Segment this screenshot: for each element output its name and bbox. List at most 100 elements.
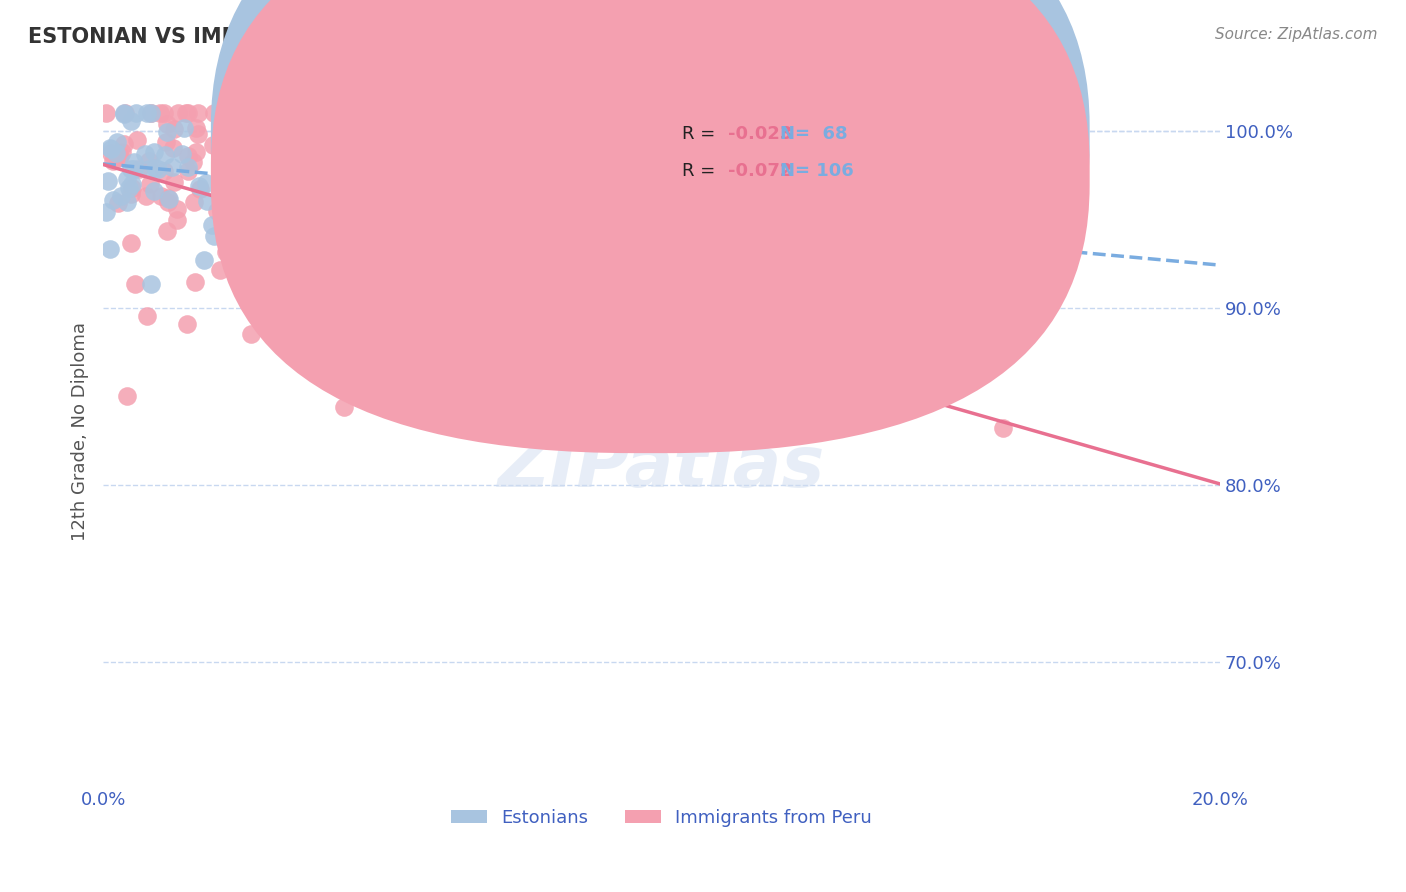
Point xyxy=(97,174,120,188)
Point xyxy=(121,181,143,195)
Point xyxy=(243,159,266,173)
Point xyxy=(94,205,117,219)
Point xyxy=(291,194,314,209)
Point xyxy=(429,284,451,298)
Point xyxy=(373,139,395,153)
Y-axis label: 12th Grade, No Diploma: 12th Grade, No Diploma xyxy=(72,323,89,541)
Point xyxy=(193,253,215,268)
Point xyxy=(186,106,208,120)
Point xyxy=(290,277,312,291)
Point xyxy=(157,192,180,206)
Point xyxy=(276,212,298,227)
Point xyxy=(162,122,184,136)
Point xyxy=(108,150,131,164)
Point xyxy=(526,249,548,263)
Point xyxy=(508,217,530,231)
Point xyxy=(108,149,131,163)
Point xyxy=(120,161,142,176)
Point xyxy=(187,179,209,194)
Point xyxy=(219,127,242,141)
Point xyxy=(153,106,176,120)
Point xyxy=(385,209,408,223)
Point xyxy=(991,421,1014,435)
Text: -0.072: -0.072 xyxy=(728,162,793,180)
Point xyxy=(142,145,165,159)
Point xyxy=(215,245,238,260)
Point xyxy=(256,252,278,266)
Point xyxy=(222,106,245,120)
Point xyxy=(157,195,180,210)
Point xyxy=(211,166,233,180)
Point xyxy=(257,151,280,165)
Point xyxy=(280,193,302,207)
Point xyxy=(177,149,200,163)
Point xyxy=(112,136,135,151)
Point xyxy=(276,128,298,142)
Point xyxy=(250,177,273,191)
Point xyxy=(454,202,477,216)
Point xyxy=(205,203,228,218)
Point xyxy=(401,198,423,212)
Point xyxy=(217,178,239,192)
Point xyxy=(447,181,470,195)
Point xyxy=(111,145,134,160)
Point xyxy=(187,127,209,141)
Point xyxy=(141,106,163,120)
Point xyxy=(124,277,146,291)
Point xyxy=(162,175,184,189)
Point xyxy=(219,219,242,233)
Point xyxy=(121,178,143,192)
Point xyxy=(101,193,124,207)
Point xyxy=(136,106,159,120)
Point xyxy=(219,106,242,120)
Point xyxy=(467,294,489,309)
Point xyxy=(311,106,333,120)
Point xyxy=(322,163,344,178)
Point xyxy=(143,161,166,175)
Point xyxy=(160,160,183,174)
Point xyxy=(342,143,364,157)
Point xyxy=(181,155,204,169)
Point xyxy=(427,252,450,267)
Text: ESTONIAN VS IMMIGRANTS FROM PERU 12TH GRADE, NO DIPLOMA CORRELATION CHART: ESTONIAN VS IMMIGRANTS FROM PERU 12TH GR… xyxy=(28,27,1069,46)
Point xyxy=(166,212,188,227)
Point xyxy=(299,211,322,225)
Point xyxy=(107,195,129,210)
Point xyxy=(173,120,195,135)
Point xyxy=(184,276,207,290)
Point xyxy=(100,146,122,161)
Point xyxy=(122,162,145,177)
Point xyxy=(256,270,278,285)
Point xyxy=(156,117,179,131)
Point xyxy=(177,106,200,120)
Point xyxy=(149,106,172,120)
Point xyxy=(333,121,356,136)
Point xyxy=(339,187,361,202)
Point xyxy=(157,191,180,205)
Point xyxy=(264,180,287,194)
Point xyxy=(307,189,329,203)
Point xyxy=(754,305,776,319)
Point xyxy=(118,181,141,195)
Point xyxy=(201,218,224,232)
Point xyxy=(146,162,169,177)
Point xyxy=(581,254,603,268)
Point xyxy=(128,162,150,177)
Point xyxy=(305,288,328,302)
Point xyxy=(575,354,598,368)
Point xyxy=(194,176,217,190)
Point xyxy=(579,217,602,231)
Point xyxy=(333,400,356,414)
Point xyxy=(224,204,246,219)
Point xyxy=(98,141,121,155)
Point xyxy=(135,189,157,203)
Point xyxy=(122,154,145,169)
Point xyxy=(291,213,314,227)
Point xyxy=(125,133,148,147)
Point xyxy=(114,106,136,120)
Point xyxy=(186,145,208,160)
Point xyxy=(202,106,225,120)
Point xyxy=(201,138,224,153)
Point xyxy=(188,182,211,196)
Point xyxy=(98,242,121,256)
